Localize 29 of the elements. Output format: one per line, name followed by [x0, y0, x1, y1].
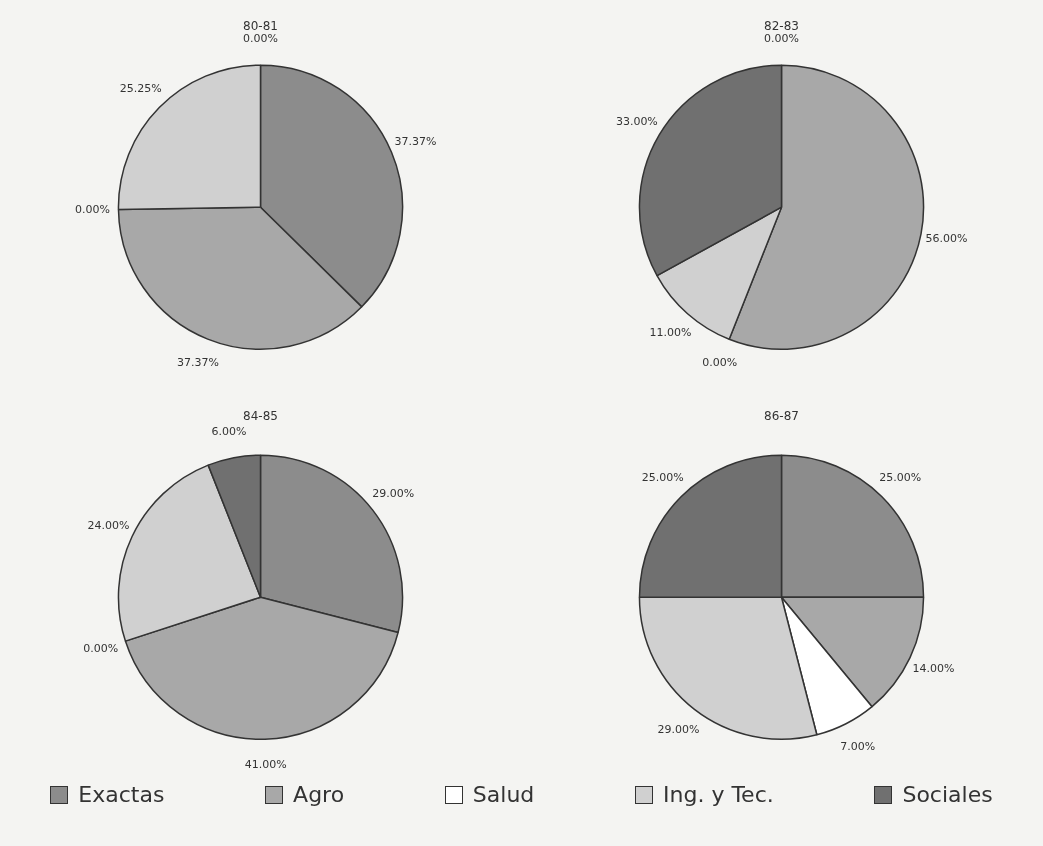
- data-label: 25.25%: [119, 82, 162, 96]
- data-label: 56.00%: [925, 231, 968, 245]
- text: 0.00%: [764, 32, 799, 46]
- data-label: 29.00%: [372, 487, 415, 501]
- legend-label: Salud: [472, 782, 535, 807]
- data-label: 33.00%: [615, 114, 658, 128]
- legend-label: Sociales: [902, 782, 993, 807]
- data-label: 25.00%: [879, 471, 922, 485]
- chart-title: 82-83: [764, 19, 799, 34]
- data-label: 37.37%: [177, 356, 220, 370]
- text: 0.00%: [74, 202, 110, 216]
- legend-label: Exactas: [78, 782, 165, 807]
- data-label: 29.00%: [657, 722, 700, 736]
- text: 0.00%: [702, 356, 738, 370]
- data-label: 11.00%: [649, 326, 692, 340]
- chart-title: 86-87: [764, 409, 799, 424]
- legend-label: Agro: [293, 782, 345, 807]
- data-label: 24.00%: [87, 518, 130, 532]
- chart-title: 80-81: [243, 19, 278, 34]
- data-label: 7.00%: [840, 739, 876, 753]
- data-label: 41.00%: [244, 758, 287, 772]
- data-label: 6.00%: [211, 424, 247, 438]
- chart-title: 84-85: [243, 409, 278, 424]
- data-label: 37.37%: [394, 135, 437, 149]
- data-label: 14.00%: [912, 661, 955, 675]
- data-label: 25.00%: [641, 471, 684, 485]
- legend-label: Ing. y Tec.: [663, 782, 774, 807]
- text: 0.00%: [243, 32, 278, 46]
- text: 0.00%: [83, 641, 119, 655]
